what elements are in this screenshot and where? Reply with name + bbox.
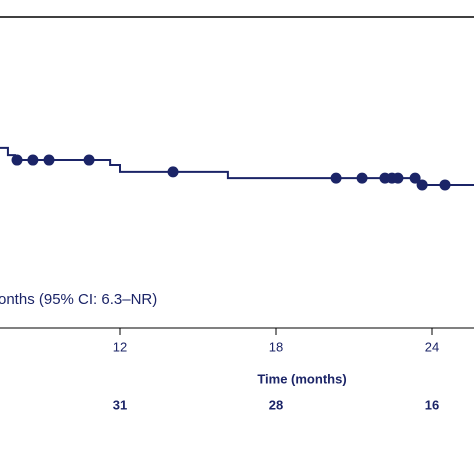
censor-mark	[167, 166, 179, 178]
x-tick-label: 18	[269, 339, 283, 354]
censor-mark	[27, 154, 39, 166]
censor-mark	[356, 172, 368, 184]
censor-mark	[439, 179, 451, 191]
censor-mark	[43, 154, 55, 166]
censor-mark	[330, 172, 342, 184]
at-risk-count: 31	[113, 397, 127, 412]
x-axis-label: Time (months)	[257, 371, 346, 386]
x-tick-label: 12	[113, 339, 127, 354]
censor-mark	[83, 154, 95, 166]
at-risk-count: 16	[425, 397, 439, 412]
censor-mark	[11, 154, 23, 166]
censor-mark	[416, 179, 428, 191]
annotation: onths (95% CI: 6.3–NR)	[0, 291, 157, 308]
x-tick-label: 24	[425, 339, 439, 354]
censor-mark	[392, 172, 404, 184]
censor-mark	[409, 172, 421, 184]
at-risk-count: 28	[269, 397, 283, 412]
